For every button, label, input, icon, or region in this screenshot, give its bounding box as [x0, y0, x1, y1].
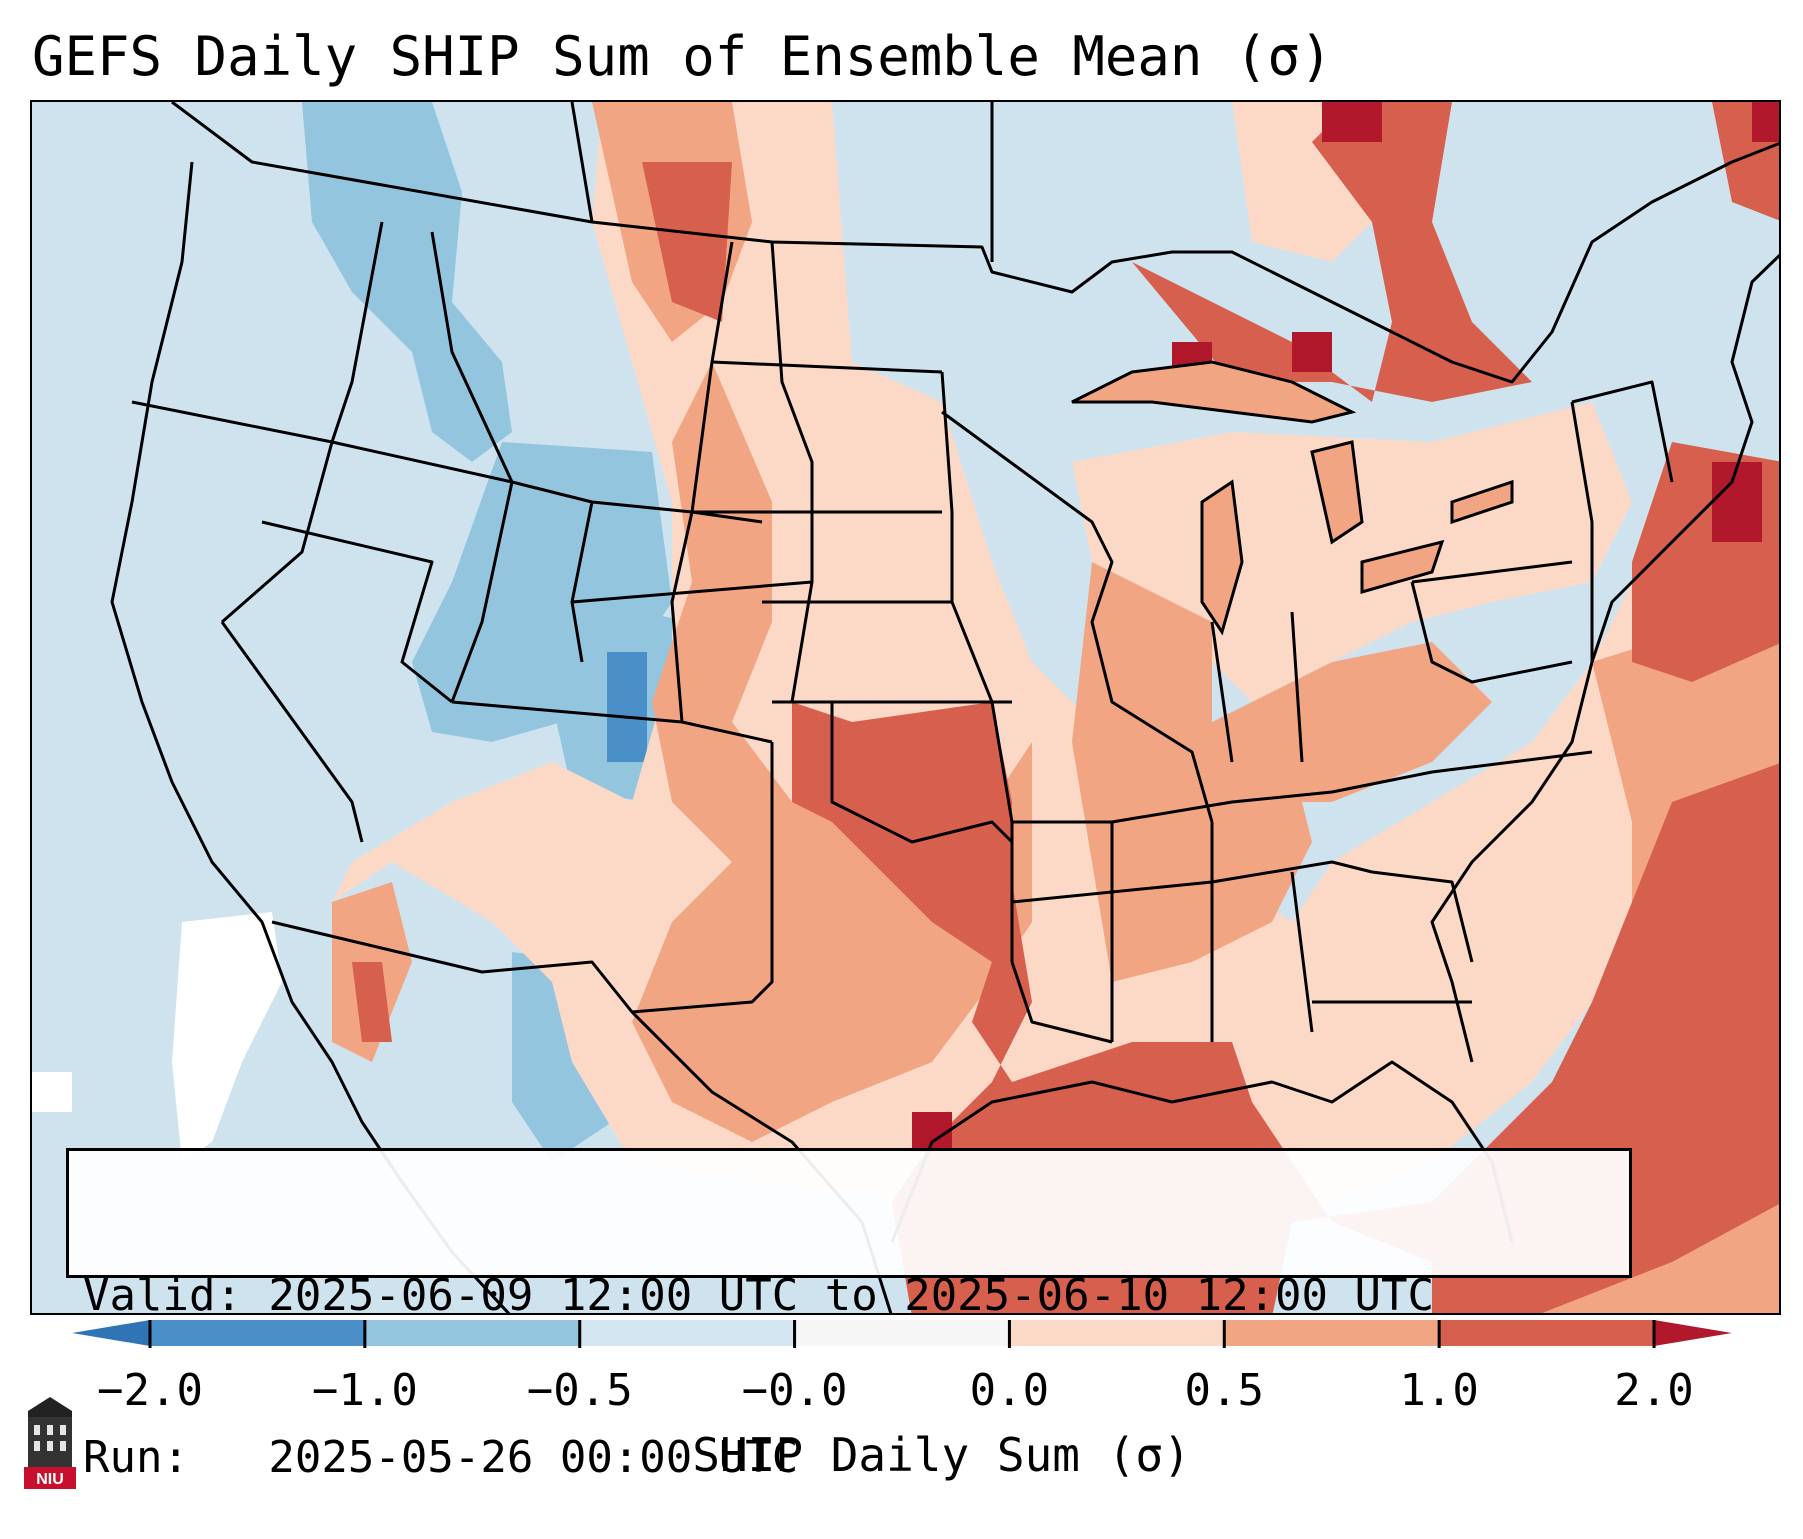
map-panel: [30, 100, 1781, 1315]
colorbar-tick-label: −1.0: [311, 1365, 418, 1416]
colorbar-extend-high: [1654, 1320, 1732, 1346]
colorbar-tick-label: 2.0: [1614, 1365, 1694, 1416]
colorbar-segment: [1439, 1320, 1655, 1346]
map-title: GEFS Daily SHIP Sum of Ensemble Mean (σ): [32, 25, 1333, 88]
colorbar-segment: [579, 1320, 796, 1346]
niu-logo-text: NIU: [36, 1471, 64, 1488]
colorbar-segment: [150, 1320, 366, 1346]
colorbar-tick-label: −0.0: [741, 1365, 848, 1416]
colorbar-segment: [794, 1320, 1010, 1346]
niu-building-icon: NIU: [24, 1397, 76, 1489]
colorbar-tick-label: −2.0: [97, 1365, 203, 1416]
colorbar-tick-label: 1.0: [1399, 1365, 1479, 1416]
ship-map: [32, 102, 1779, 1313]
valid-time-line: Valid: 2025-06-09 12:00 UTC to 2025-06-1…: [83, 1270, 1435, 1321]
near-zero-patches: [32, 912, 282, 1162]
colorbar-extend-low: [72, 1320, 150, 1346]
colorbar-tick-label: −0.5: [526, 1365, 633, 1416]
run-time-line: Run: 2025-05-26 00:00 UTC: [83, 1432, 799, 1483]
extreme-positive-patches: [912, 102, 1779, 1152]
colorbar-tick-label: 0.0: [969, 1365, 1050, 1416]
colorbar-label: SHIP Daily Sum (σ): [692, 1428, 1191, 1482]
great-lakes: [1071, 360, 1514, 636]
colorbar-tick-label: 0.5: [1184, 1365, 1265, 1416]
colorbar-segments: [150, 1320, 1655, 1346]
colorbar: [72, 1320, 1732, 1348]
colorbar-segment: [364, 1320, 581, 1346]
valid-run-info-box: Valid: 2025-06-09 12:00 UTC to 2025-06-1…: [66, 1148, 1632, 1483]
colorbar-segment: [1009, 1320, 1225, 1346]
colorbar-segment: [1224, 1320, 1440, 1346]
colorbar-ticks: [148, 1320, 1656, 1348]
